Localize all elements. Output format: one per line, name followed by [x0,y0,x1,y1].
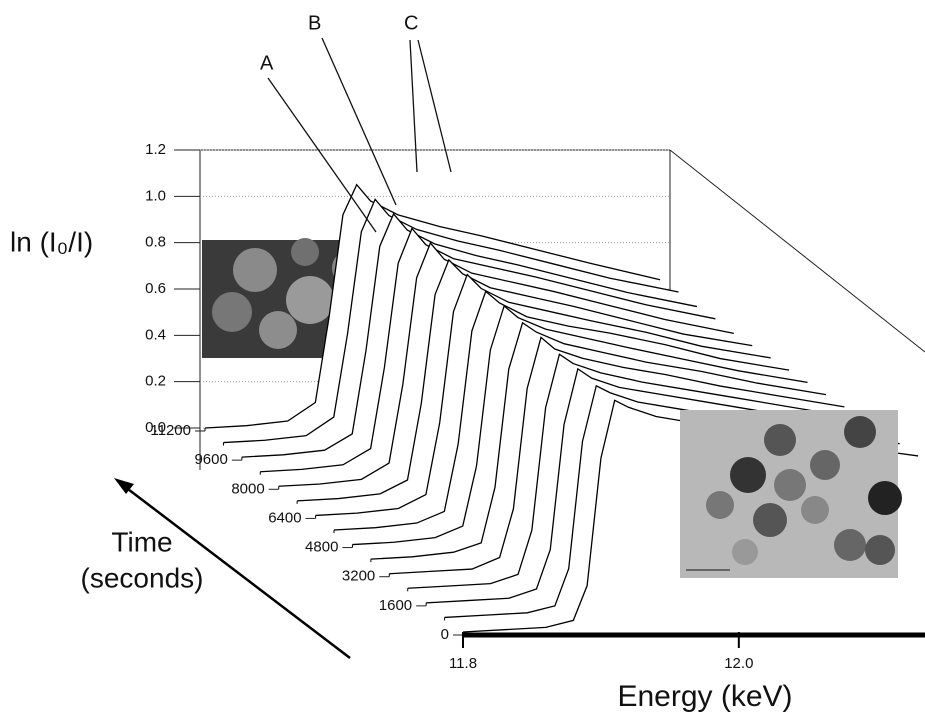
tem-inset [680,410,902,578]
y-tick-label: 0.8 [145,234,166,251]
annotation: A [260,52,274,74]
z-tick-label: 1600 [379,597,412,614]
z-tick-label: 4800 [305,539,338,556]
x-axis-label: Energy (keV) [617,680,792,713]
z-axis-label: (seconds) [81,562,204,593]
z-tick-label: 3200 [342,568,375,585]
chart: A B C ln (I₀/I) Time (seconds) Energy (k… [0,0,925,713]
z-tick-label: 8000 [231,480,264,497]
y-tick-label: 0.4 [145,326,166,343]
y-tick-label: 0.2 [145,373,166,390]
annotation: C [404,12,418,34]
z-axis-label: Time [111,526,172,557]
z-tick-label: 6400 [268,509,301,526]
annotation: B [308,12,321,34]
z-tick-label: 0 [441,626,449,643]
z-tick-label: 9600 [194,451,227,468]
y-axis-label: ln (I₀/I) [10,226,93,257]
y-tick-label: 1.2 [145,141,166,158]
x-tick-label: 12.0 [724,655,753,672]
z-tick-label: 11200 [150,422,191,439]
y-tick-label: 0.6 [145,280,166,297]
x-tick-label: 11.8 [449,655,477,672]
y-tick-label: 1.0 [145,187,166,204]
